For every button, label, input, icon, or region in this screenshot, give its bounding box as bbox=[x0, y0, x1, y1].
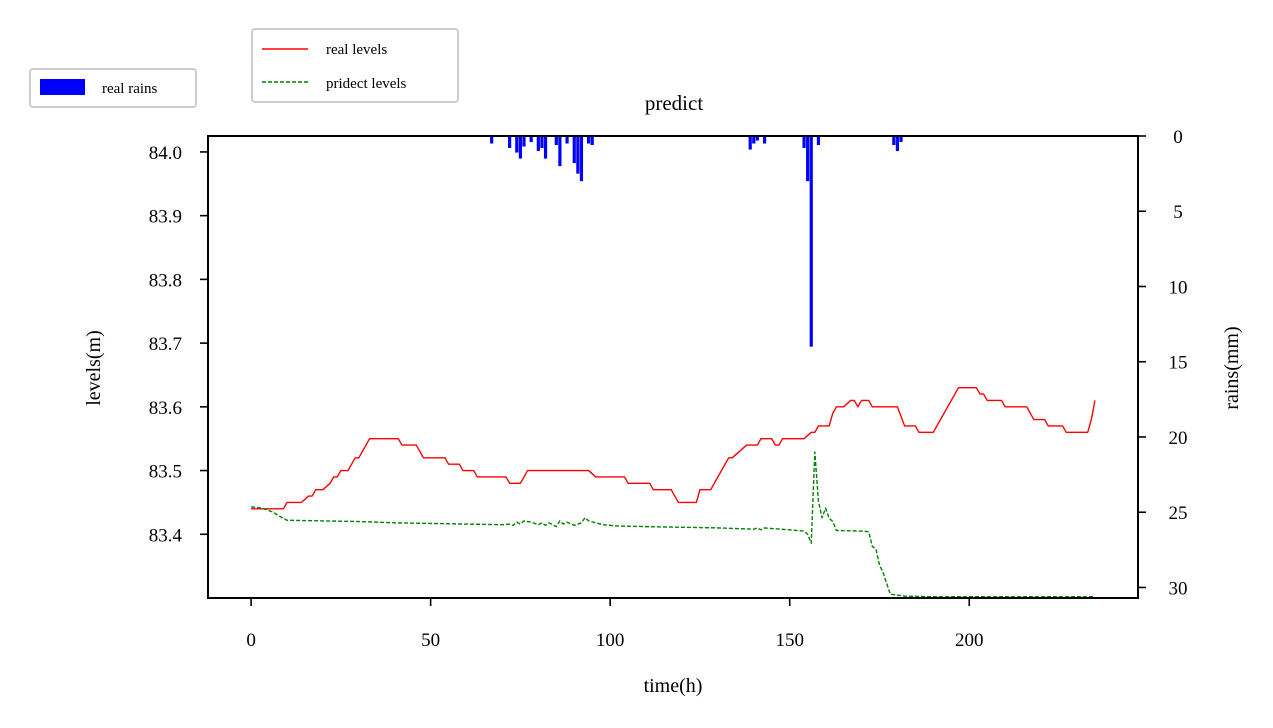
x-tick-label-4: 200 bbox=[955, 630, 984, 651]
rain-bar-0 bbox=[490, 136, 494, 144]
y2-axis-ticks: 0 5 10 15 20 25 30 bbox=[1138, 127, 1188, 599]
x-tick-label-0: 0 bbox=[246, 630, 256, 651]
x-axis-ticks: 0 50 100 150 200 bbox=[246, 598, 983, 651]
rain-bar-5 bbox=[529, 136, 533, 143]
y2-tick-label-1: 5 bbox=[1173, 202, 1183, 223]
rain-bar-10 bbox=[558, 136, 562, 167]
x-tick-label-2: 100 bbox=[596, 630, 625, 651]
rain-bar-21 bbox=[802, 136, 806, 149]
rain-bar-3 bbox=[518, 136, 522, 159]
rain-bar-6 bbox=[536, 136, 540, 152]
pridect-levels-line bbox=[251, 451, 1095, 598]
rain-bar-17 bbox=[748, 136, 752, 150]
plot-frame bbox=[207, 135, 1139, 599]
rain-bar-25 bbox=[892, 136, 896, 146]
y-tick-label-4: 83.8 bbox=[149, 270, 182, 291]
rain-bar-9 bbox=[554, 136, 558, 146]
rain-bar-22 bbox=[806, 136, 810, 182]
x-tick-label-3: 150 bbox=[775, 630, 804, 651]
y2-tick-label-6: 30 bbox=[1169, 578, 1188, 599]
legend-pridect-levels-label: pridect levels bbox=[326, 76, 407, 92]
rain-bar-13 bbox=[576, 136, 580, 174]
rain-bars bbox=[490, 136, 903, 347]
legend-rains-label: real rains bbox=[102, 81, 158, 97]
y2-tick-label-3: 15 bbox=[1169, 353, 1188, 374]
rain-bar-20 bbox=[762, 136, 767, 144]
y2-tick-label-5: 25 bbox=[1169, 503, 1188, 524]
rain-bar-27 bbox=[899, 136, 903, 143]
legend-rains: real rains bbox=[29, 68, 197, 108]
y2-tick-label-0: 0 bbox=[1173, 127, 1183, 148]
legend-rains-swatch bbox=[40, 79, 85, 95]
x-tick-label-1: 50 bbox=[421, 630, 440, 651]
y-tick-label-3: 83.7 bbox=[149, 334, 182, 355]
rain-bar-26 bbox=[895, 136, 900, 152]
rain-bar-24 bbox=[816, 136, 821, 146]
y-tick-label-6: 84.0 bbox=[149, 143, 182, 164]
rain-bar-16 bbox=[590, 136, 594, 146]
rain-bar-8 bbox=[543, 136, 548, 159]
y-axis-ticks: 83.4 83.5 83.6 83.7 83.8 83.9 84.0 bbox=[149, 143, 208, 546]
rain-bar-7 bbox=[540, 136, 544, 149]
rain-bar-12 bbox=[572, 136, 576, 164]
level-lines bbox=[251, 387, 1096, 598]
y-tick-label-5: 83.9 bbox=[149, 207, 182, 228]
rain-bar-14 bbox=[579, 136, 584, 182]
legend-levels-frame bbox=[251, 28, 459, 103]
x-axis-label: time(h) bbox=[644, 675, 703, 697]
rain-bar-1 bbox=[508, 136, 512, 149]
y2-tick-label-4: 20 bbox=[1169, 428, 1188, 449]
rain-bar-4 bbox=[522, 136, 526, 147]
y-tick-label-2: 83.6 bbox=[149, 398, 182, 419]
y2-tick-label-2: 10 bbox=[1169, 277, 1188, 298]
rain-bar-19 bbox=[755, 136, 759, 141]
rain-bar-18 bbox=[752, 136, 756, 144]
rain-bar-15 bbox=[587, 136, 591, 144]
legend-levels: real levels pridect levels bbox=[251, 28, 459, 103]
y2-axis-label: rains(mm) bbox=[1221, 326, 1243, 409]
y-axis-label: levels(m) bbox=[83, 330, 105, 406]
rain-bar-11 bbox=[565, 136, 569, 144]
chart-title: predict bbox=[645, 91, 703, 115]
rain-bar-23 bbox=[809, 136, 813, 347]
legend-rains-frame bbox=[29, 68, 197, 108]
y-tick-label-1: 83.5 bbox=[149, 462, 182, 483]
real-levels-line bbox=[251, 387, 1096, 510]
y-tick-label-0: 83.4 bbox=[149, 525, 183, 546]
legend-real-levels-label: real levels bbox=[326, 42, 387, 58]
rain-bar-2 bbox=[515, 136, 519, 153]
